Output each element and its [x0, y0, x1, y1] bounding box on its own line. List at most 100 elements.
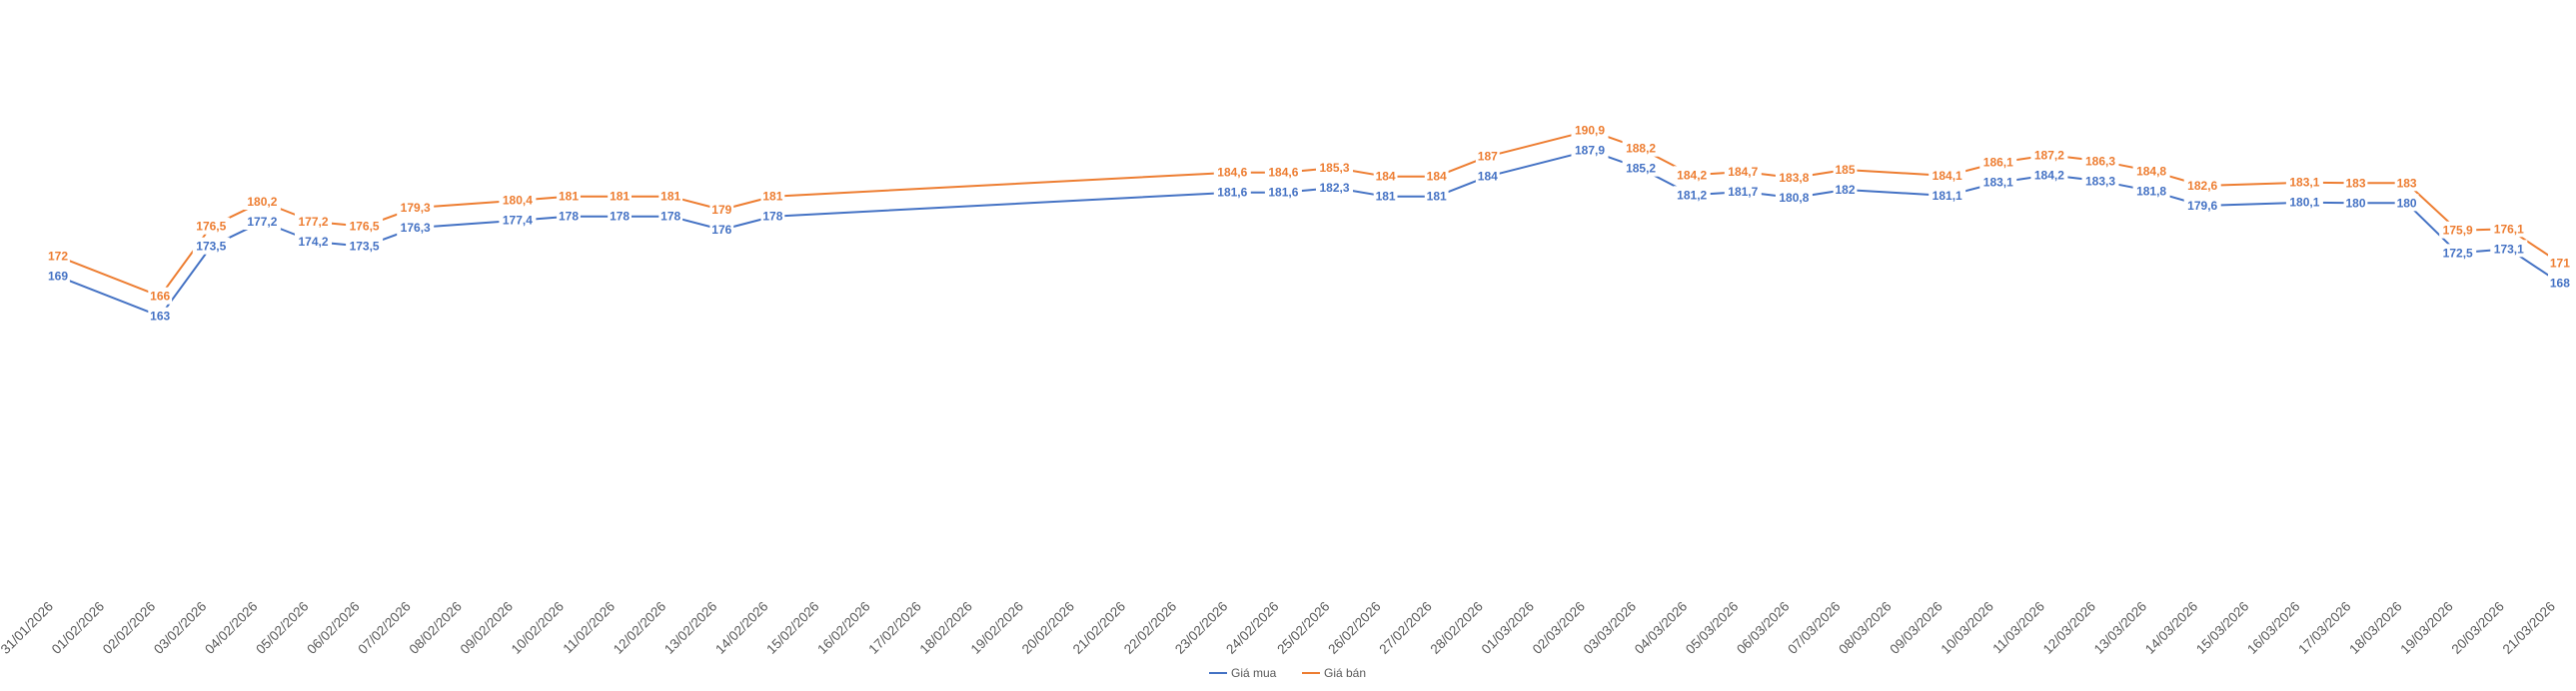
data-label-sell: 172 — [48, 250, 68, 264]
data-label-buy: 181,7 — [1728, 185, 1758, 199]
data-label-buy: 180,8 — [1779, 191, 1809, 205]
data-label-bg — [295, 213, 332, 230]
x-tick-label: 08/02/2026 — [407, 599, 465, 657]
data-label-bg — [608, 187, 632, 205]
data-label-bg — [2394, 174, 2419, 192]
x-axis-ticks: 31/01/202601/02/202602/02/202603/02/2026… — [0, 599, 2558, 657]
x-tick-label: 04/02/2026 — [202, 599, 260, 657]
data-label-bg — [557, 207, 581, 225]
data-label-bg — [243, 193, 281, 210]
data-label-buy: 173,5 — [196, 240, 226, 254]
data-label-buy: 176 — [711, 223, 731, 237]
x-tick-label: 19/02/2026 — [968, 599, 1026, 657]
data-label-bg — [1724, 183, 1762, 200]
data-label-buy: 172,5 — [2443, 246, 2473, 260]
x-tick-label: 12/03/2026 — [2040, 599, 2098, 657]
x-tick-label: 13/02/2026 — [661, 599, 719, 657]
data-label-bg — [1622, 139, 1660, 157]
data-label-bg — [2439, 244, 2477, 262]
x-tick-label: 10/02/2026 — [509, 599, 567, 657]
data-label-sell: 184,7 — [1728, 165, 1758, 179]
data-label-bg — [499, 191, 537, 209]
data-label-bg — [2490, 240, 2528, 258]
data-label-bg — [2030, 146, 2068, 164]
data-label-bg — [760, 187, 785, 205]
data-label-bg — [658, 207, 683, 225]
x-tick-label: 20/02/2026 — [1019, 599, 1077, 657]
data-label-sell: 177,2 — [298, 215, 328, 229]
data-label-bg — [1571, 141, 1609, 159]
data-label-sell: 181 — [660, 190, 680, 204]
x-tick-label: 21/02/2026 — [1070, 599, 1128, 657]
data-label-bg — [1213, 163, 1251, 181]
data-label-bg — [2183, 177, 2221, 194]
x-tick-label: 16/03/2026 — [2244, 599, 2302, 657]
data-label-bg — [1475, 167, 1500, 185]
data-label-buy: 180 — [2345, 196, 2365, 210]
x-tick-label: 27/02/2026 — [1376, 599, 1434, 657]
data-label-sell: 188,2 — [1626, 142, 1656, 156]
data-label-bg — [2030, 166, 2068, 184]
data-label-sell: 184 — [1427, 170, 1447, 184]
data-label-bg — [658, 187, 683, 205]
data-label-bg — [2343, 194, 2368, 212]
data-label-bg — [1373, 187, 1398, 205]
data-label-bg — [148, 287, 173, 305]
x-tick-label: 03/03/2026 — [1581, 599, 1639, 657]
data-label-sell: 190,9 — [1575, 124, 1605, 138]
x-tick-label: 08/03/2026 — [1836, 599, 1894, 657]
data-label-sell: 176,5 — [196, 220, 226, 234]
data-label-bg — [1775, 169, 1813, 186]
data-label-bg — [46, 267, 70, 285]
data-label-buy: 180,1 — [2289, 196, 2319, 210]
data-label-bg — [1979, 173, 2017, 191]
x-tick-label: 03/02/2026 — [151, 599, 209, 657]
data-label-buy: 178 — [660, 210, 680, 224]
x-tick-label: 18/02/2026 — [917, 599, 975, 657]
x-tick-label: 11/03/2026 — [1989, 599, 2047, 657]
data-label-buy: 178 — [610, 210, 630, 224]
data-label-bg — [2081, 172, 2119, 190]
x-tick-label: 05/02/2026 — [253, 599, 311, 657]
data-label-bg — [499, 211, 537, 229]
x-tick-label: 16/02/2026 — [814, 599, 872, 657]
data-label-buy: 178 — [762, 210, 782, 224]
data-label-sell: 182,6 — [2187, 179, 2217, 193]
data-label-bg — [346, 217, 384, 235]
data-label-bg — [2183, 197, 2221, 214]
legend-label-sell: Giá bán — [1324, 666, 1366, 680]
data-label-bg — [2343, 174, 2368, 192]
data-label-buy: 181 — [1427, 190, 1447, 204]
data-label-buy: 173,1 — [2494, 242, 2524, 256]
data-label-buy: 183,1 — [1983, 176, 2013, 190]
data-label-buy: 181 — [1376, 190, 1396, 204]
data-label-sell: 171 — [2550, 256, 2570, 270]
data-label-buy: 184 — [1478, 170, 1498, 184]
x-tick-label: 21/03/2026 — [2500, 599, 2558, 657]
data-label-sell: 181 — [610, 190, 630, 204]
data-label-buy: 187,9 — [1575, 144, 1605, 158]
data-label-bg — [1213, 183, 1251, 201]
data-label-sell: 175,9 — [2443, 224, 2473, 238]
data-label-buy: 176,3 — [401, 221, 431, 235]
x-tick-label: 02/02/2026 — [100, 599, 158, 657]
data-label-buy: 174,2 — [298, 235, 328, 249]
data-label-sell: 176,1 — [2494, 222, 2524, 236]
x-tick-label: 09/02/2026 — [458, 599, 516, 657]
data-label-buy: 180 — [2397, 196, 2417, 210]
data-label-bg — [1622, 159, 1660, 177]
x-tick-label: 17/02/2026 — [865, 599, 923, 657]
legend: Giá mua Giá bán — [1209, 666, 1366, 680]
data-label-sell: 185,3 — [1319, 161, 1349, 175]
x-tick-label: 17/03/2026 — [2295, 599, 2353, 657]
data-label-buy: 182,3 — [1319, 181, 1349, 195]
data-label-bg — [1264, 183, 1302, 201]
data-label-bg — [2285, 173, 2323, 191]
data-label-buy: 183,3 — [2085, 174, 2115, 188]
data-label-layer: 169 163 173,5 177,2 174,2 173,5 176,3 177,4 178 1… — [46, 121, 2572, 325]
data-label-buy: 181,6 — [1217, 186, 1247, 200]
data-label-bg — [1929, 187, 1966, 204]
data-label-buy: 168 — [2550, 276, 2570, 290]
data-label-sell: 184,6 — [1217, 166, 1247, 180]
